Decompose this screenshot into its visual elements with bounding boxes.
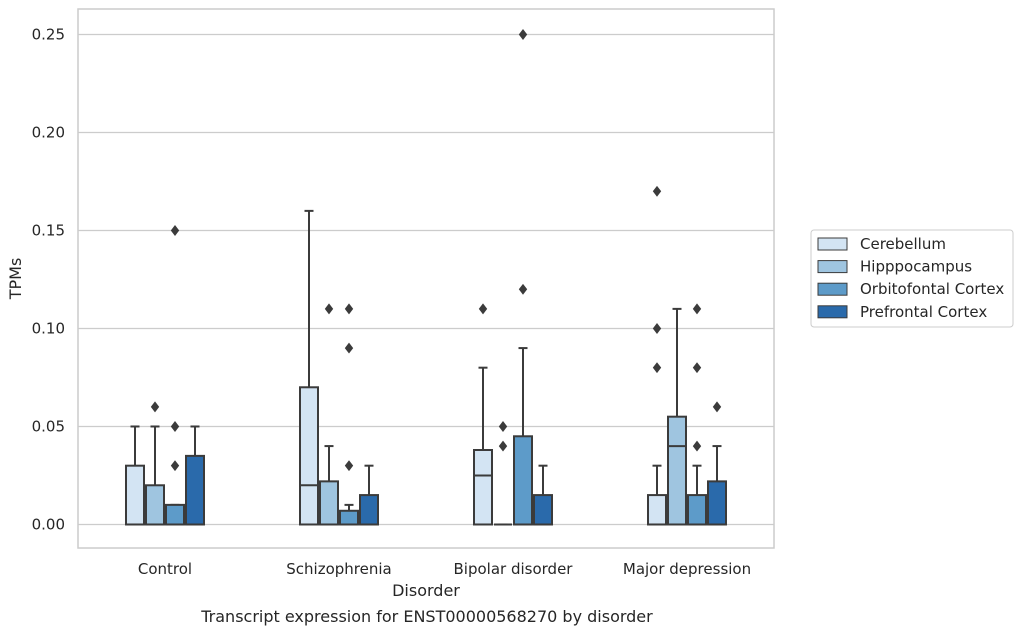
box-3-2 [687, 303, 707, 526]
box-2-2 [513, 29, 533, 526]
y-axis-ticks: 0.00 0.05 0.10 0.15 0.20 0.25 [32, 25, 65, 533]
legend-frame [810, 229, 1014, 328]
y-tick-label: 0.25 [32, 25, 65, 43]
legend: Cerebellum Hipppocampus Orbitofontal Corte… [810, 229, 1014, 328]
x-axis-ticks: Control Schizophrenia Bipolar disorder Majo… [138, 560, 751, 578]
box-body [473, 449, 493, 526]
legend-label: Hipppocampus [860, 258, 972, 276]
outlier-point [170, 225, 180, 236]
box-0-3 [185, 425, 205, 526]
box-body [185, 454, 205, 526]
outlier-point [498, 440, 508, 452]
box-3-0 [647, 185, 667, 526]
box-body [299, 386, 319, 526]
box-body [513, 435, 533, 526]
box-1-3 [359, 464, 379, 526]
outlier-point [170, 460, 180, 472]
box-body [687, 494, 707, 526]
outlier-point [498, 421, 508, 432]
outlier-point [652, 185, 662, 197]
legend-swatch [817, 282, 848, 296]
box-1-0 [299, 209, 319, 526]
x-tick-label: Bipolar disorder [454, 560, 574, 578]
outlier-point [692, 303, 702, 315]
outlier-point [692, 440, 702, 452]
outlier-point [324, 303, 334, 315]
x-tick-label: Major depression [623, 560, 751, 578]
legend-swatch [817, 237, 848, 251]
y-tick-label: 0.05 [32, 417, 65, 435]
outlier-point [692, 362, 702, 374]
plot-frame [77, 8, 775, 549]
box-body [359, 494, 379, 526]
outlier-point [150, 401, 160, 413]
legend-swatch [817, 305, 848, 319]
box-2-0 [473, 303, 493, 526]
box-body [319, 480, 339, 526]
box-body [125, 464, 145, 526]
box-3-3 [707, 401, 727, 526]
outlier-point [344, 460, 354, 472]
box-series [125, 29, 727, 526]
y-tick-label: 0.20 [32, 123, 65, 141]
box-0-0 [125, 425, 145, 526]
legend-swatch [817, 260, 848, 274]
outlier-point [518, 283, 528, 295]
box-body [707, 480, 727, 526]
outlier-point [652, 323, 662, 334]
outlier-point [344, 303, 354, 315]
outlier-point [712, 401, 722, 413]
box-1-2 [339, 303, 359, 526]
y-tick-label: 0.15 [32, 221, 65, 239]
chart-caption: Transcript expression for ENST0000056827… [200, 607, 653, 626]
box-body [145, 484, 165, 526]
box-2-1 [494, 421, 512, 526]
box-body [647, 494, 667, 526]
box-1-1 [319, 303, 339, 526]
legend-label: Orbitofontal Cortex [860, 280, 1004, 298]
box-body [339, 509, 359, 526]
x-tick-label: Control [138, 560, 192, 578]
box-3-1 [667, 307, 687, 526]
outlier-point [170, 421, 180, 432]
box-body [533, 494, 553, 526]
outlier-point [478, 303, 488, 315]
outlier-point [652, 362, 662, 374]
box-0-1 [145, 401, 165, 526]
x-tick-label: Schizophrenia [286, 560, 391, 578]
legend-label: Cerebellum [860, 235, 946, 253]
y-tick-label: 0.10 [32, 319, 65, 337]
y-tick-label: 0.00 [32, 515, 65, 533]
box-2-3 [533, 464, 553, 526]
box-body [165, 503, 185, 526]
outlier-point [344, 342, 354, 354]
x-axis-label: Disorder [392, 581, 460, 600]
outlier-point [518, 29, 528, 40]
y-axis-label: TPMs [6, 258, 25, 301]
box-0-2 [165, 225, 185, 526]
legend-label: Prefrontal Cortex [860, 303, 987, 321]
box-body [667, 415, 687, 526]
